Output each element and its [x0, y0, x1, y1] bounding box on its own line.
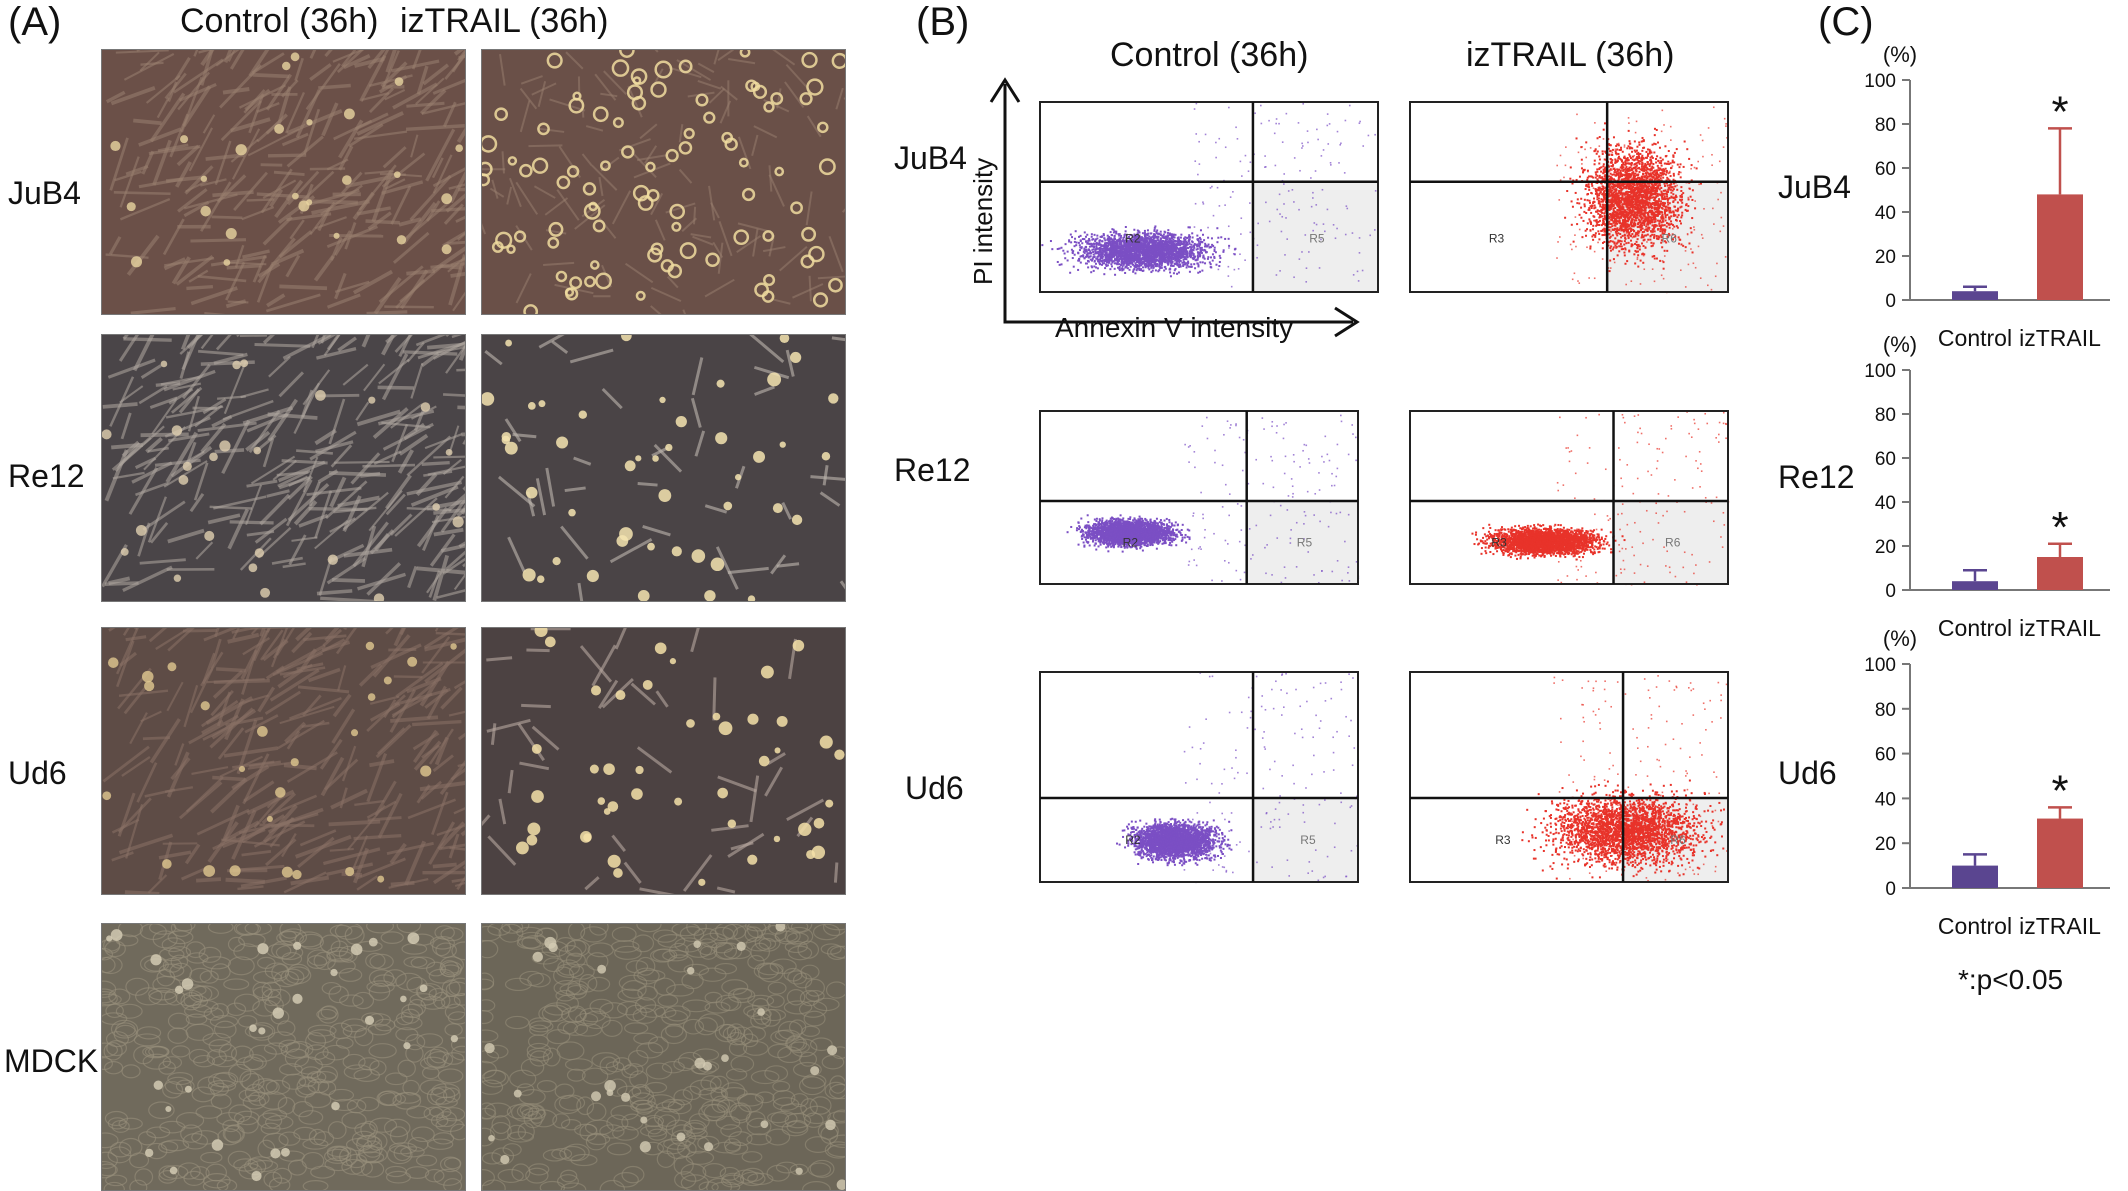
y-tick-label: 60 [1875, 159, 1896, 180]
y-tick-label: 80 [1875, 405, 1896, 426]
facs-plot-jub4-control: R2 R5 [1038, 100, 1380, 294]
y-tick-label: 20 [1875, 834, 1896, 855]
y-tick-label: 60 [1875, 449, 1896, 470]
panel-c-bar-charts: (%) JuB4 0 20 40 60 80 100 Control * izTRAIL (%) Re1… [1778, 42, 2110, 939]
y-tick-label: 100 [1864, 655, 1896, 676]
percent-unit-label: (%) [1883, 626, 1917, 651]
y-tick-label: 40 [1875, 203, 1896, 224]
panel-a-col-iztrail: izTRAIL (36h) [400, 2, 609, 40]
micrograph-ud6-control [101, 627, 466, 895]
percent-unit-label: (%) [1883, 42, 1917, 67]
y-tick-label: 40 [1875, 493, 1896, 514]
panel-a-row-ud6: Ud6 [8, 755, 67, 791]
facs-plot-ud6-iztrail: R3 R6 [1408, 670, 1730, 884]
micrograph-re12-iztrail [481, 334, 846, 602]
x-tick-label: izTRAIL [2019, 913, 2101, 939]
x-tick-label: Control [1938, 325, 2012, 351]
micrograph-mdck-iztrail [481, 923, 846, 1191]
bar-iztrail [2037, 557, 2083, 590]
micrograph-jub4-iztrail [481, 49, 846, 315]
y-tick-label: 20 [1875, 537, 1896, 558]
bar-chart-title: JuB4 [1778, 169, 1851, 205]
y-tick-label: 0 [1885, 879, 1896, 900]
facs-x-axis-label: Annexin V intensity [1055, 312, 1294, 343]
panel-b-row-re12: Re12 [894, 452, 971, 488]
facs-plot-re12-control: R2 R5 [1038, 409, 1360, 586]
panel-c-label: (C) [1818, 0, 1874, 44]
panel-b-row-jub4: JuB4 [894, 140, 967, 176]
significance-footnote: *:p<0.05 [1958, 964, 2064, 995]
bar-control [1952, 581, 1998, 590]
y-tick-label: 80 [1875, 700, 1896, 721]
y-tick-label: 60 [1875, 745, 1896, 766]
significance-star: * [2051, 766, 2068, 815]
bar-control [1952, 291, 1998, 300]
panel-a-label: (A) [8, 0, 62, 44]
y-tick-label: 80 [1875, 115, 1896, 136]
y-tick-label: 0 [1885, 581, 1896, 602]
x-tick-label: Control [1938, 913, 2012, 939]
facs-plot-ud6-control: R2 R5 [1038, 670, 1360, 884]
panel-b-col-iztrail: izTRAIL (36h) [1466, 36, 1675, 74]
bar-chart-title: Re12 [1778, 459, 1855, 495]
bar-iztrail [2037, 818, 2083, 888]
y-tick-label: 100 [1864, 71, 1896, 92]
micrograph-jub4-control [101, 49, 466, 315]
panel-b-label: (B) [916, 0, 970, 44]
facs-axes-arrows [989, 77, 1360, 338]
y-tick-label: 100 [1864, 361, 1896, 382]
facs-plot-jub4-iztrail: R3 R6 [1408, 100, 1730, 294]
y-tick-label: 20 [1875, 247, 1896, 268]
significance-star: * [2051, 503, 2068, 552]
bar-chart-re12: (%) Re12 0 20 40 60 80 100 Control * izTRAIL [1778, 332, 2110, 641]
y-tick-label: 0 [1885, 291, 1896, 312]
panel-a-row-re12: Re12 [8, 458, 85, 494]
panel-b-col-control: Control (36h) [1110, 36, 1309, 74]
panel-a-row-jub4: JuB4 [8, 175, 81, 211]
micrograph-ud6-iztrail [481, 627, 846, 895]
bar-control [1952, 865, 1998, 888]
x-tick-label: izTRAIL [2019, 325, 2101, 351]
micrograph-re12-control [101, 334, 466, 602]
micrograph-mdck-control [101, 923, 466, 1191]
panel-a-row-mdck: MDCK [4, 1043, 99, 1079]
significance-star: * [2051, 87, 2068, 136]
facs-plot-re12-iztrail: R3 R6 [1408, 409, 1730, 586]
y-tick-label: 40 [1875, 789, 1896, 810]
bar-chart-ud6: (%) Ud6 0 20 40 60 80 100 Control * izTRAIL [1778, 626, 2110, 939]
bar-chart-jub4: (%) JuB4 0 20 40 60 80 100 Control * izTRAIL [1778, 42, 2110, 351]
facs-y-axis-label: PI intensity [968, 157, 998, 285]
x-tick-label: Control [1938, 615, 2012, 641]
bar-chart-title: Ud6 [1778, 755, 1837, 791]
percent-unit-label: (%) [1883, 332, 1917, 357]
x-tick-label: izTRAIL [2019, 615, 2101, 641]
panel-a-col-control: Control (36h) [180, 2, 379, 40]
panel-b-row-ud6: Ud6 [905, 770, 964, 806]
bar-iztrail [2037, 194, 2083, 300]
